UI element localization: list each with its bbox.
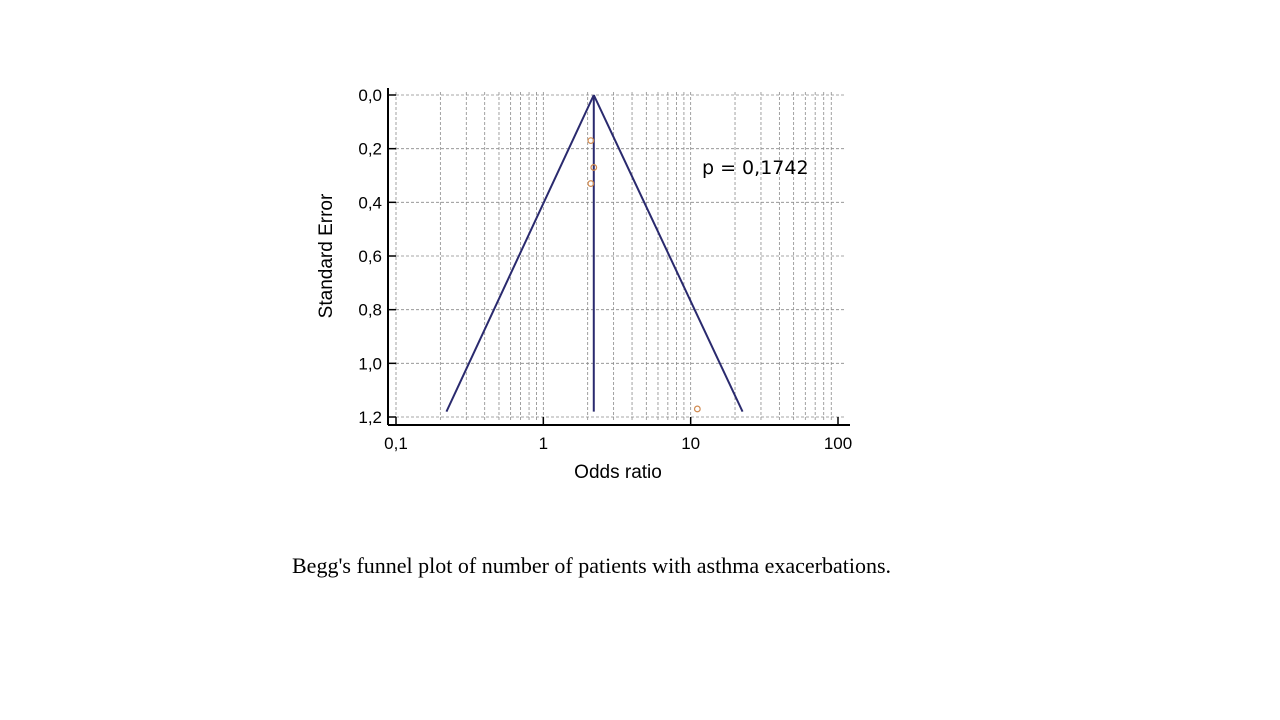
tick-labels: 0,0 0,2 0,4 0,6 0,8 1,0 1,20,1 1 10 100 xyxy=(358,86,852,453)
grid-lines xyxy=(395,92,846,420)
axes xyxy=(387,88,850,426)
x-tick-label: 0,1 xyxy=(384,434,408,453)
study-point xyxy=(587,137,595,145)
study-points xyxy=(587,137,701,413)
x-tick-label: 10 xyxy=(681,434,700,453)
y-tick-label: 0,2 xyxy=(358,140,382,159)
funnel-plot: 0,0 0,2 0,4 0,6 0,8 1,0 1,20,1 1 10 100 Odds rati… xyxy=(316,86,852,483)
study-point xyxy=(590,164,598,171)
y-tick-label: 0,6 xyxy=(358,247,382,266)
y-tick-label: 0,0 xyxy=(358,86,382,105)
study-point xyxy=(587,180,595,187)
y-axis-title: Standard Error xyxy=(316,193,337,318)
figure-caption: Begg's funnel plot of number of patients… xyxy=(292,553,892,578)
x-tick-label: 100 xyxy=(824,434,852,453)
y-tick-label: 0,4 xyxy=(358,193,382,212)
y-tick-label: 1,0 xyxy=(358,354,382,373)
p-value-annotation: p = 0,1742 xyxy=(702,157,809,179)
y-tick-label: 1,2 xyxy=(358,408,382,427)
funnel-lines xyxy=(445,94,744,413)
study-point xyxy=(693,405,701,413)
y-tick-label: 0,8 xyxy=(358,301,382,320)
x-axis-title: Odds ratio xyxy=(574,462,662,483)
x-tick-label: 1 xyxy=(539,434,548,453)
funnel-boundary-line xyxy=(592,94,744,413)
funnel-boundary-line xyxy=(445,94,595,413)
